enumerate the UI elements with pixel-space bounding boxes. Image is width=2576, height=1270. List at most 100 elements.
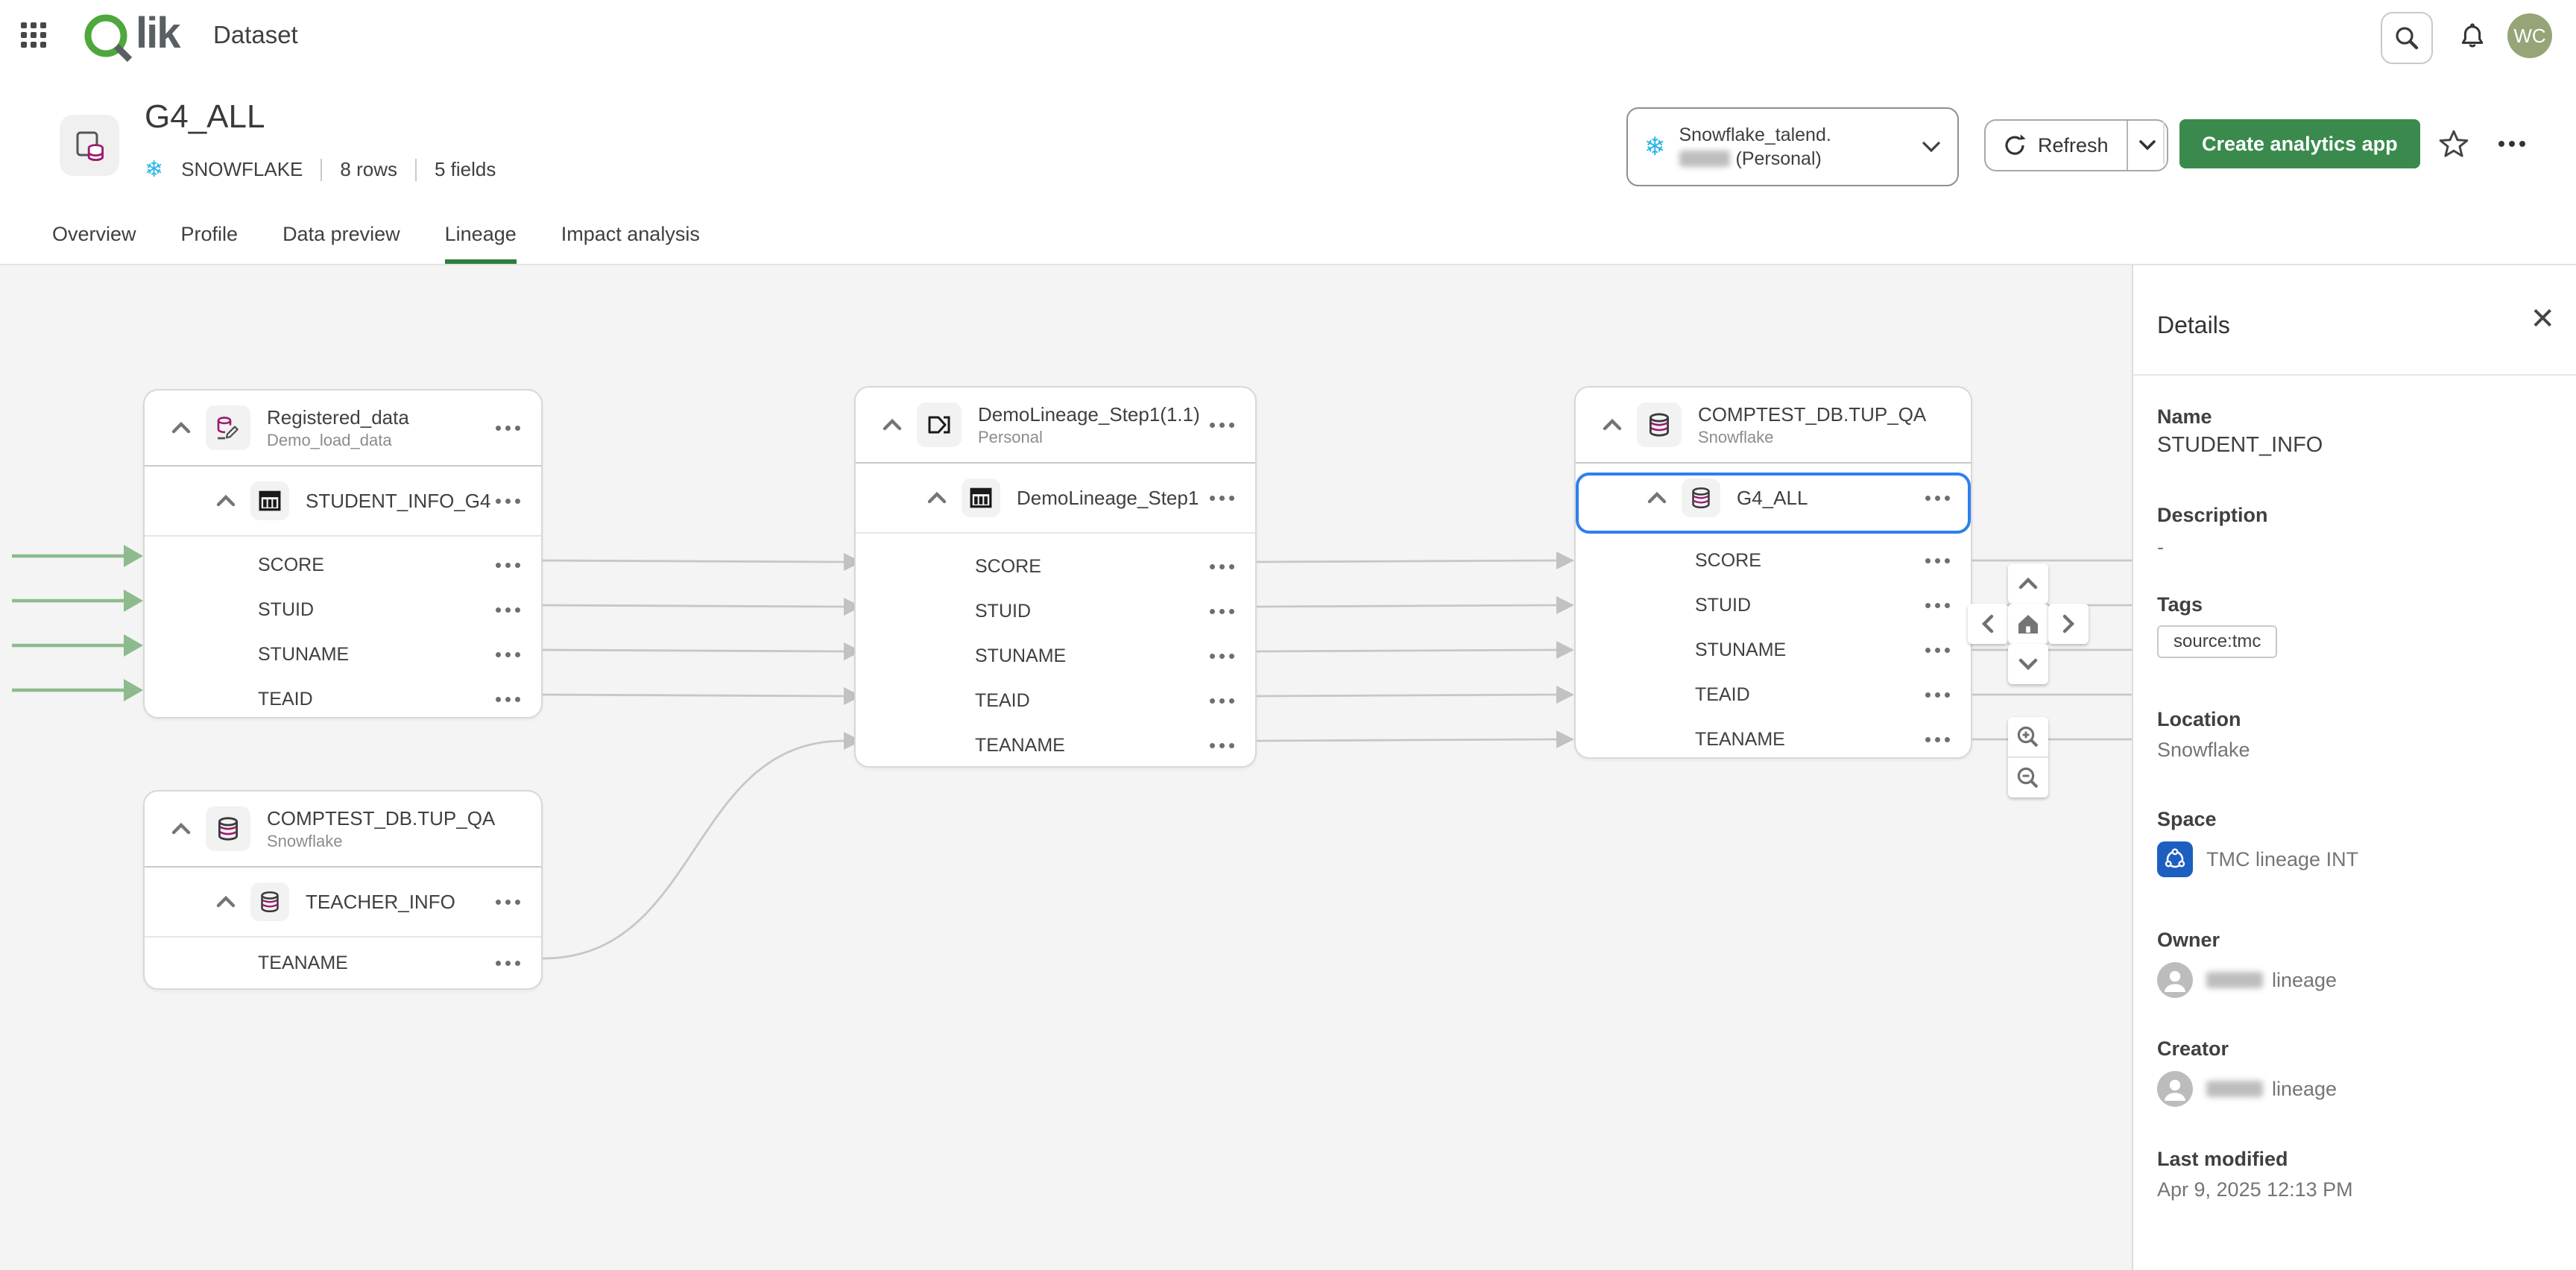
collapse-chevron-icon[interactable] — [1647, 491, 1667, 505]
field-menu-button[interactable] — [496, 960, 520, 966]
field-row[interactable]: SCORE — [1576, 538, 1971, 583]
search-icon — [2396, 27, 2419, 50]
field-menu-button[interactable] — [1925, 647, 1950, 653]
notifications-button[interactable] — [2448, 12, 2497, 61]
node-menu-button[interactable] — [1210, 422, 1234, 428]
tab-data-preview[interactable]: Data preview — [282, 223, 400, 245]
refresh-options-button[interactable] — [2126, 121, 2167, 170]
pan-right-button[interactable] — [2048, 604, 2089, 644]
last-modified-group: Last modified Apr 9, 2025 12:13 PM — [2157, 1148, 2353, 1201]
database-icon — [250, 882, 289, 921]
tab-profile[interactable]: Profile — [180, 223, 239, 245]
table-menu-button[interactable] — [1210, 495, 1234, 501]
field-menu-button[interactable] — [1210, 608, 1234, 614]
location-value: Snowflake — [2157, 739, 2250, 761]
location-group: Location Snowflake — [2157, 708, 2250, 761]
close-icon[interactable]: ✕ — [2530, 303, 2555, 335]
pan-up-button[interactable] — [2008, 563, 2048, 604]
node-title: COMPTEST_DB.TUP_QA — [267, 807, 496, 830]
tab-lineage[interactable]: Lineage — [444, 223, 517, 264]
field-row[interactable]: TEAID — [145, 677, 541, 721]
user-avatar[interactable]: WC — [2507, 13, 2552, 58]
qlik-logo[interactable]: lik — [83, 7, 181, 64]
field-row[interactable]: TEANAME — [1576, 717, 1971, 762]
field-menu-button[interactable] — [496, 696, 520, 702]
app-launcher-icon[interactable] — [21, 22, 48, 49]
field-menu-button[interactable] — [1210, 653, 1234, 659]
field-row[interactable]: STUNAME — [856, 634, 1255, 678]
reset-view-button[interactable] — [2008, 604, 2048, 644]
collapse-chevron-icon[interactable] — [1603, 418, 1622, 432]
tab-overview[interactable]: Overview — [52, 223, 136, 245]
dataset-meta: ❄ SNOWFLAKE 8 rows 5 fields — [145, 158, 496, 181]
dataset-header: G4_ALL ❄ SNOWFLAKE 8 rows 5 fields ❄ Sno… — [0, 72, 2576, 221]
more-options-button[interactable] — [2487, 119, 2537, 168]
field-row[interactable]: TEAID — [1576, 672, 1971, 717]
database-icon — [1637, 402, 1682, 447]
field-row[interactable]: TEAID — [856, 678, 1255, 723]
dataset-edit-icon — [206, 405, 250, 450]
node-title: DemoLineage_Step1(1.1) — [978, 403, 1200, 426]
lineage-node-registered-data[interactable]: Registered_data Demo_load_data — [143, 389, 543, 718]
field-row[interactable]: STUNAME — [145, 632, 541, 677]
database-icon — [206, 806, 250, 851]
lineage-node-comptest-teacher[interactable]: COMPTEST_DB.TUP_QA Snowflake TEACHER_INF… — [143, 790, 543, 990]
table-menu-button[interactable] — [496, 498, 520, 504]
table-menu-button[interactable] — [1925, 495, 1950, 501]
field-menu-button[interactable] — [1925, 736, 1950, 742]
field-menu-button[interactable] — [496, 607, 520, 613]
redacted-text — [2206, 972, 2263, 988]
field-row[interactable]: TEANAME — [856, 723, 1255, 768]
field-row[interactable]: STUID — [1576, 583, 1971, 628]
refresh-split-button: Refresh — [1984, 119, 2168, 171]
field-row[interactable]: STUID — [145, 587, 541, 632]
tab-impact-analysis[interactable]: Impact analysis — [561, 223, 700, 245]
field-row[interactable]: SCORE — [145, 543, 541, 587]
pan-left-button[interactable] — [1968, 604, 2008, 644]
star-icon — [2439, 130, 2469, 157]
database-icon — [1682, 478, 1720, 517]
field-row[interactable]: SCORE — [856, 544, 1255, 589]
field-row[interactable]: STUID — [856, 589, 1255, 634]
node-menu-button[interactable] — [496, 425, 520, 431]
field-row[interactable]: STUNAME — [1576, 628, 1971, 672]
details-panel: Details ✕ Name STUDENT_INFO Description … — [2132, 265, 2576, 1270]
field-menu-button[interactable] — [1925, 692, 1950, 698]
dataset-field-count: 5 fields — [434, 158, 496, 180]
lineage-node-comptest-g4all[interactable]: COMPTEST_DB.TUP_QA Snowflake G4_ALL — [1574, 386, 1972, 759]
field-menu-button[interactable] — [1210, 742, 1234, 748]
collapse-chevron-icon[interactable] — [171, 421, 191, 435]
person-icon — [2157, 1071, 2193, 1107]
collapse-chevron-icon[interactable] — [927, 491, 947, 505]
favorite-button[interactable] — [2430, 119, 2478, 168]
node-subtitle: Personal — [978, 427, 1043, 446]
collapse-chevron-icon[interactable] — [216, 494, 236, 508]
top-bar: lik Dataset WC — [0, 0, 2576, 73]
connection-dropdown[interactable]: ❄ Snowflake_talend. (Personal) — [1626, 107, 1959, 186]
zoom-in-button[interactable] — [2008, 717, 2048, 756]
field-menu-button[interactable] — [496, 651, 520, 657]
space-value: TMC lineage INT — [2206, 847, 2359, 871]
field-menu-button[interactable] — [1925, 602, 1950, 608]
collapse-chevron-icon[interactable] — [883, 418, 902, 432]
field-menu-button[interactable] — [1925, 557, 1950, 563]
collapse-chevron-icon[interactable] — [171, 822, 191, 835]
tag-chip[interactable]: source:tmc — [2157, 625, 2278, 658]
refresh-button[interactable]: Refresh — [1986, 121, 2127, 170]
field-row[interactable]: TEANAME — [145, 941, 541, 985]
field-menu-button[interactable] — [1210, 563, 1234, 569]
description-value: - — [2157, 536, 2164, 558]
create-analytics-app-button[interactable]: Create analytics app — [2179, 119, 2420, 168]
search-button[interactable] — [2381, 12, 2433, 64]
table-menu-button[interactable] — [496, 899, 520, 905]
space-group: Space TMC lineage INT — [2157, 808, 2358, 877]
zoom-out-button[interactable] — [2008, 758, 2048, 797]
lineage-node-demolineage-step1[interactable]: DemoLineage_Step1(1.1) Personal — [854, 386, 1257, 768]
field-menu-button[interactable] — [1210, 698, 1234, 704]
refresh-icon — [2005, 134, 2026, 155]
description-group: Description - — [2157, 504, 2268, 558]
field-menu-button[interactable] — [496, 562, 520, 568]
pan-down-button[interactable] — [2008, 644, 2048, 684]
collapse-chevron-icon[interactable] — [216, 895, 236, 909]
chevron-right-icon — [2062, 614, 2075, 634]
